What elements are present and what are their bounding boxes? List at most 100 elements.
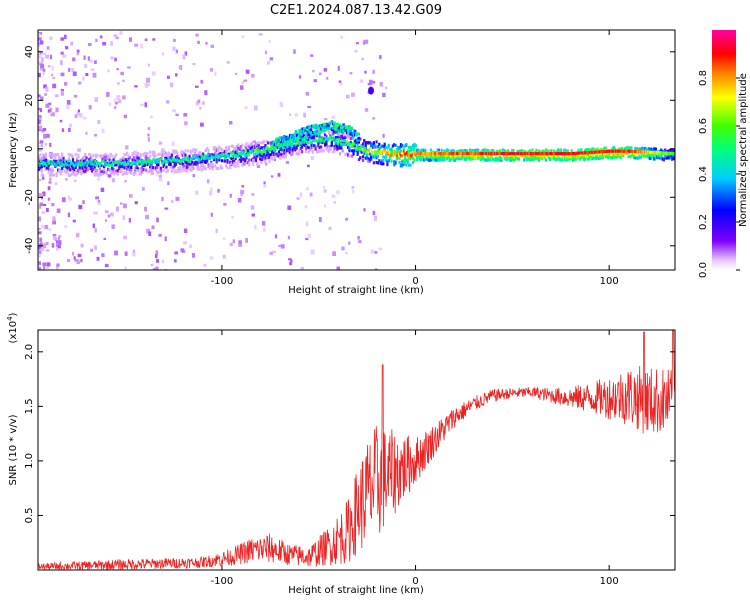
heatmap-cell — [399, 152, 401, 156]
heatmap-cell — [78, 81, 82, 85]
heatmap-cell — [599, 150, 602, 154]
heatmap-cell — [201, 152, 205, 156]
heatmap-cell — [337, 141, 339, 145]
heatmap-cell — [644, 150, 646, 154]
heatmap-cell — [538, 149, 541, 153]
heatmap-cell — [210, 154, 213, 158]
heatmap-cell — [348, 134, 351, 138]
heatmap-cell — [42, 157, 45, 161]
heatmap-cell — [59, 169, 62, 173]
heatmap-cell — [112, 158, 115, 162]
heatmap-cell — [39, 202, 44, 205]
heatmap-cell — [55, 153, 58, 157]
heatmap-cell — [162, 160, 165, 164]
heatmap-cell — [225, 149, 228, 153]
heatmap-cell — [506, 156, 510, 160]
heatmap-cell — [391, 153, 394, 157]
heatmap-cell — [146, 156, 149, 160]
heatmap-cell — [483, 148, 487, 152]
heatmap-cell — [577, 148, 580, 152]
heatmap-cell — [596, 147, 599, 151]
heatmap-cell — [462, 152, 465, 156]
heatmap-cell — [508, 152, 511, 156]
heatmap-cell — [87, 160, 90, 164]
heatmap-cell — [620, 149, 623, 153]
heatmap-cell — [169, 162, 172, 166]
heatmap-cell — [534, 152, 537, 156]
heatmap-cell — [288, 151, 291, 155]
heatmap-cell — [256, 165, 261, 169]
heatmap-cell — [534, 150, 537, 154]
heatmap-cell — [361, 57, 364, 61]
heatmap-cell — [628, 149, 631, 153]
heatmap-cell — [39, 118, 42, 122]
heatmap-cell — [268, 39, 271, 44]
heatmap-cell — [61, 197, 66, 203]
heatmap-cell — [293, 139, 296, 143]
heatmap-cell — [650, 156, 653, 160]
heatmap-cell — [256, 150, 259, 154]
heatmap-cell — [225, 152, 229, 155]
heatmap-cell — [666, 156, 670, 160]
heatmap-cell — [155, 163, 159, 167]
heatmap-cell — [173, 38, 176, 42]
heatmap-cell — [86, 164, 89, 168]
heatmap-cell — [319, 149, 323, 153]
heatmap-cell — [572, 152, 575, 156]
heatmap-cell — [114, 250, 118, 256]
x-tick-label: 0 — [412, 576, 418, 587]
heatmap-cell — [409, 153, 412, 157]
heatmap-cell — [234, 146, 237, 150]
heatmap-cell — [363, 139, 366, 143]
heatmap-cell — [372, 161, 375, 165]
heatmap-cell — [216, 149, 220, 153]
heatmap-cell — [300, 135, 304, 139]
heatmap-cell — [263, 149, 266, 153]
heatmap-cell — [605, 155, 609, 159]
heatmap-cell — [155, 160, 159, 164]
heatmap-cell — [671, 151, 673, 155]
heatmap-cell — [126, 171, 129, 175]
heatmap-cell — [266, 61, 271, 65]
heatmap-cell — [116, 160, 119, 164]
heatmap-cell — [139, 170, 142, 174]
heatmap-cell — [461, 152, 463, 156]
heatmap-cell — [70, 41, 74, 46]
heatmap-cell — [351, 189, 355, 194]
colorbar-label: Normalized spectral amplitude — [738, 73, 749, 227]
heatmap-cell — [534, 155, 537, 159]
heatmap-cell — [614, 152, 617, 156]
heatmap-cell — [191, 149, 194, 153]
heatmap-cell — [38, 231, 42, 235]
heatmap-cell — [139, 155, 142, 159]
heatmap-cell — [593, 152, 596, 156]
heatmap-cell — [600, 150, 603, 154]
heatmap-cell — [108, 162, 111, 166]
heatmap-cell — [500, 157, 503, 161]
heatmap-cell — [466, 149, 469, 153]
heatmap-cell — [673, 150, 675, 154]
heatmap-cell — [264, 160, 267, 164]
heatmap-cell — [207, 155, 210, 159]
heatmap-cell — [174, 251, 178, 255]
heatmap-cell — [41, 224, 44, 229]
heatmap-cell — [553, 152, 555, 156]
heatmap-cell — [663, 151, 666, 155]
heatmap-cell — [547, 152, 550, 156]
heatmap-cell — [372, 69, 375, 74]
heatmap-cell — [71, 251, 74, 256]
heatmap-cell — [516, 157, 519, 161]
heatmap-cell — [278, 136, 281, 140]
heatmap-cell — [185, 165, 188, 169]
heatmap-cell — [410, 147, 413, 151]
heatmap-cell — [204, 148, 207, 152]
heatmap-cell — [550, 149, 553, 153]
heatmap-cell — [554, 157, 557, 161]
heatmap-cell — [69, 173, 72, 177]
heatmap-cell — [462, 150, 465, 154]
heatmap-cell — [277, 154, 281, 158]
heatmap-cell — [113, 171, 117, 175]
heatmap-cell — [450, 154, 453, 158]
heatmap-cell — [365, 141, 369, 145]
heatmap-cell — [357, 132, 360, 136]
